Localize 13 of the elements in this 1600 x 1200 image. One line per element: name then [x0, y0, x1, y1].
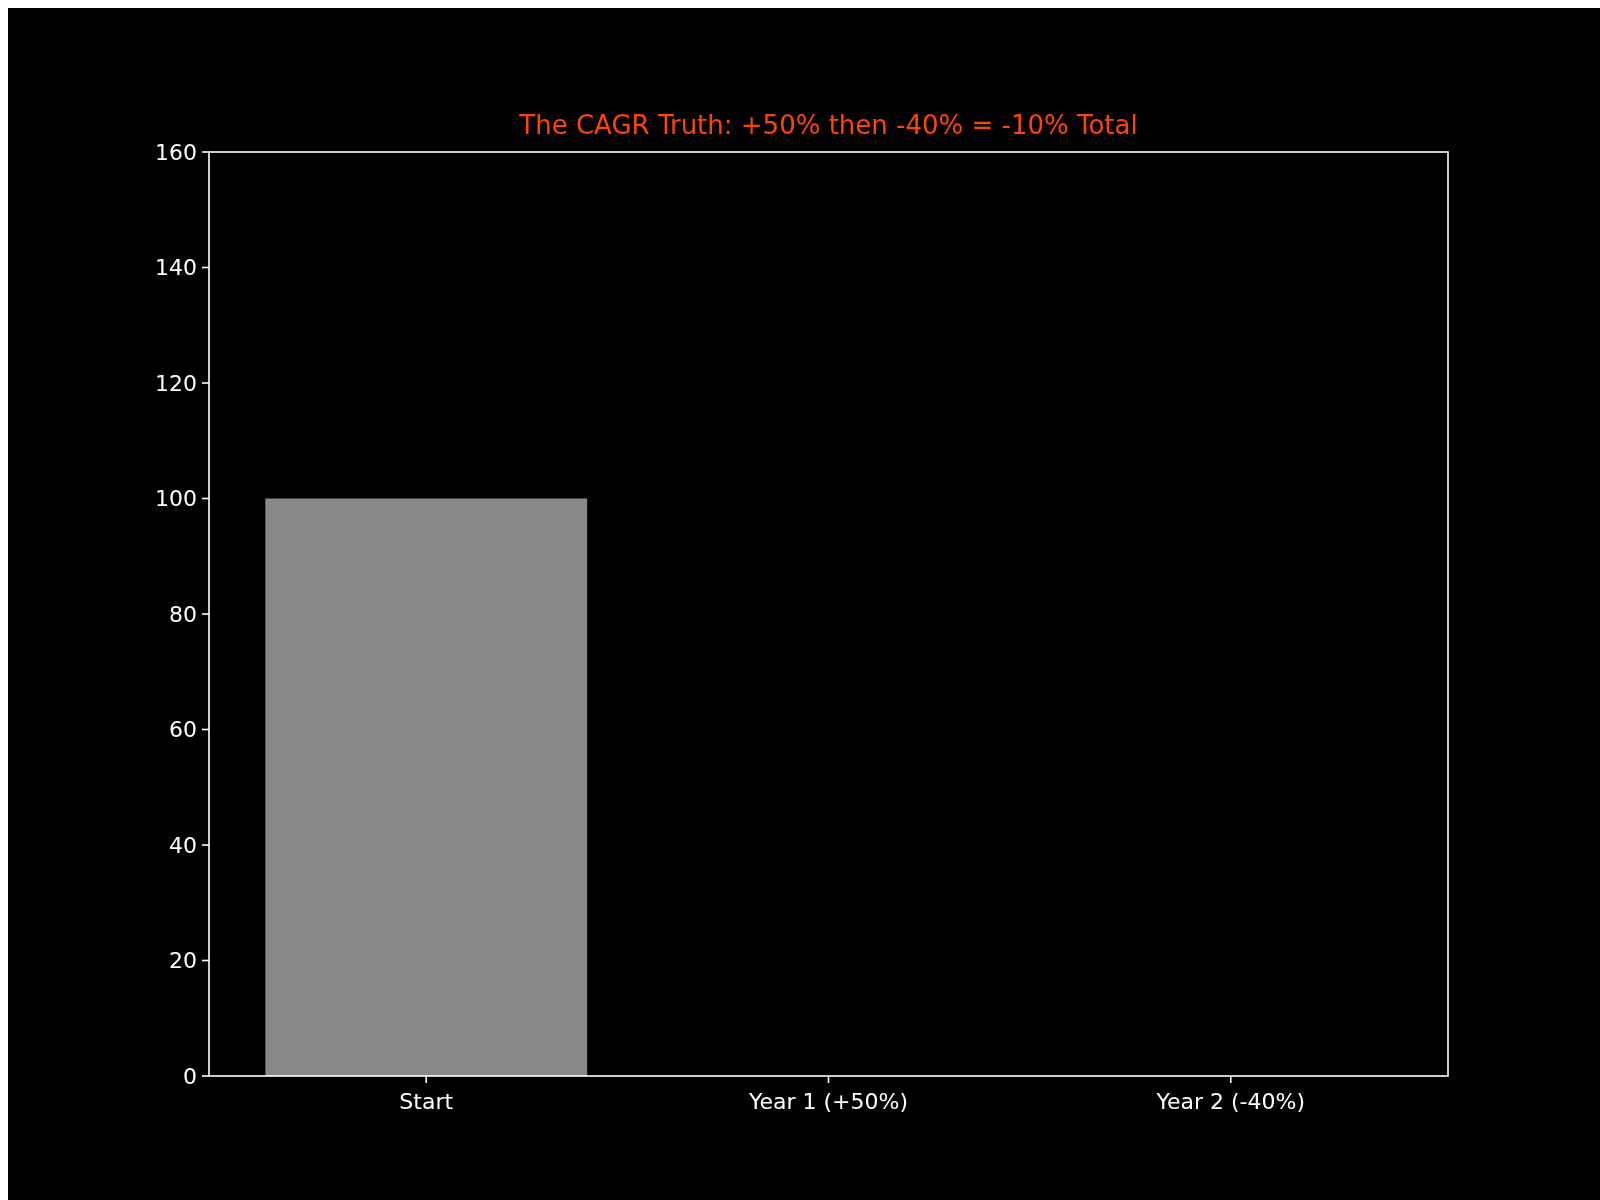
y-tick-label: 100 [155, 486, 197, 512]
y-tick-label: 120 [155, 370, 197, 396]
y-tick-label: 0 [183, 1063, 197, 1089]
y-tick-label: 140 [155, 255, 197, 281]
y-tick-label: 40 [169, 832, 197, 858]
y-tick-label: 80 [169, 601, 197, 627]
x-tick-label: Year 1 (+50%) [747, 1089, 909, 1114]
x-tick-label: Start [399, 1089, 454, 1114]
y-tick-label: 20 [169, 948, 197, 974]
x-tick-label: Year 2 (-40%) [1155, 1089, 1306, 1114]
y-tick-label: 160 [155, 139, 197, 165]
chart-title: The CAGR Truth: +50% then -40% = -10% Total [518, 110, 1138, 140]
y-tick-label: 60 [169, 717, 197, 743]
